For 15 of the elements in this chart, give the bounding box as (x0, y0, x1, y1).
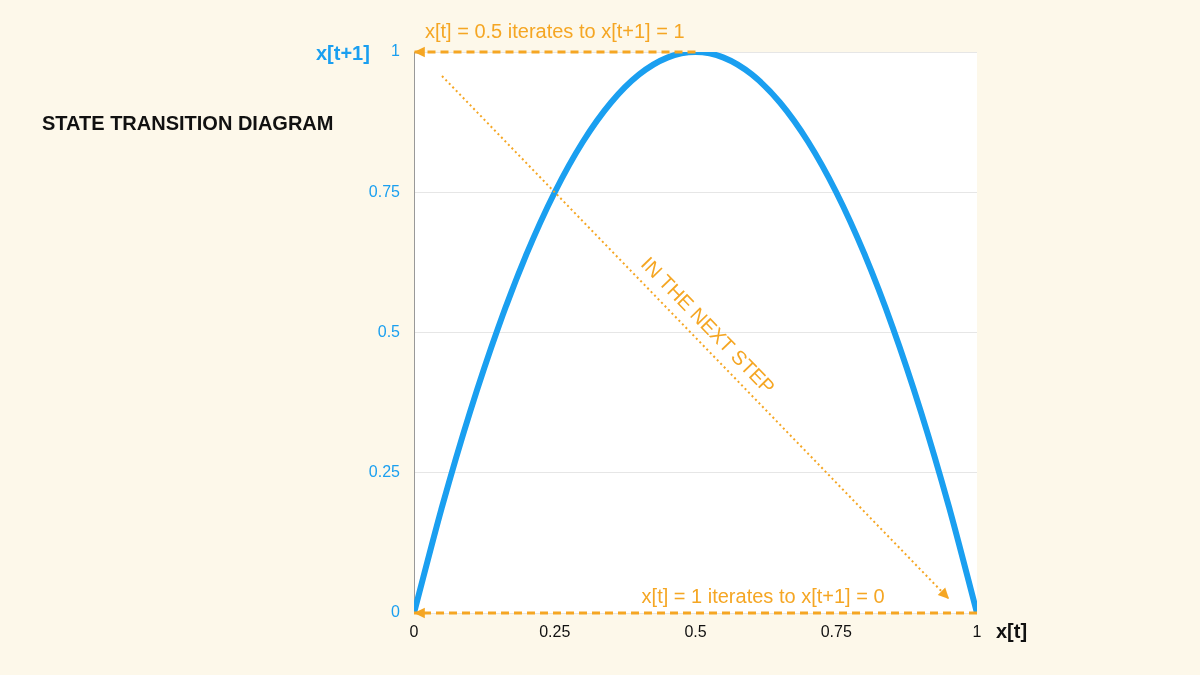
y-tick-label: 0 (391, 603, 401, 621)
x-tick-label: 0.5 (684, 623, 707, 641)
y-axis-title: x[t+1] (316, 42, 370, 65)
y-tick-label: 0.25 (368, 463, 401, 481)
x-tick-label: 0.75 (820, 623, 852, 641)
y-tick-label: 0.75 (368, 182, 401, 200)
text: x[t] = 0.5 iterates to x[t+1] = 1 (424, 19, 685, 42)
y-tick-label: 1 (391, 42, 401, 60)
x-tick-label: 0 (409, 623, 419, 641)
text: STATE TRANSITION DIAGRAM (42, 112, 334, 135)
annotation: x[t] = 1 iterates to x[t+1] = 0 (641, 584, 885, 607)
y-tick-label: 0.5 (377, 322, 401, 340)
x-tick-label: 1 (972, 623, 982, 641)
x-tick-label: 0.25 (539, 623, 571, 641)
x-axis-title: x[t] (996, 620, 1028, 643)
